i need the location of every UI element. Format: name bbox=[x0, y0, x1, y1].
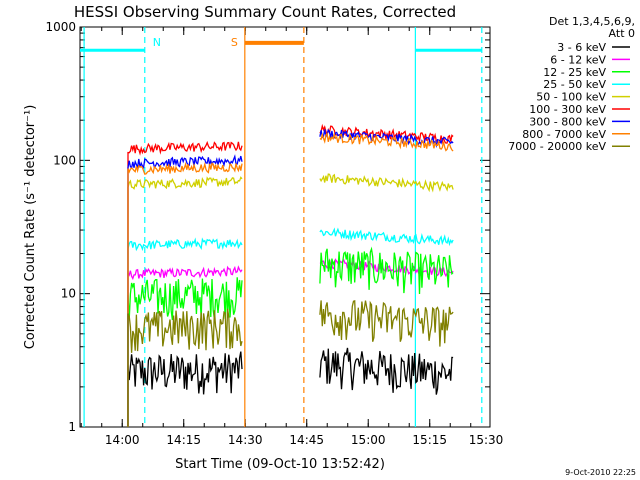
tick-labels: 14:00 14:15 14:30 14:45 15:00 15:15 15:30 1 10 10… bbox=[45, 20, 503, 447]
legend-entry-label: 7000 - 20000 keV bbox=[508, 140, 606, 153]
series-layer bbox=[127, 123, 454, 428]
series-line bbox=[127, 277, 243, 428]
legend-entry-label: 50 - 100 keV bbox=[536, 91, 606, 104]
series-line bbox=[127, 161, 243, 428]
y-tick-label: 1 bbox=[68, 420, 76, 434]
series-line bbox=[127, 265, 243, 428]
y-tick-label: 100 bbox=[53, 153, 76, 167]
plot-frame bbox=[79, 26, 491, 428]
series-line bbox=[127, 140, 243, 428]
legend-header-2: Att 0 bbox=[609, 27, 635, 40]
series-line bbox=[319, 246, 454, 295]
x-tick-label: 14:45 bbox=[289, 433, 324, 447]
legend-entry-label: 25 - 50 keV bbox=[543, 78, 606, 91]
series-line bbox=[319, 173, 454, 193]
legend-entry-label: 800 - 7000 keV bbox=[522, 128, 606, 141]
chart-title: HESSI Observing Summary Count Rates, Cor… bbox=[74, 3, 456, 21]
y-tick-label: 10 bbox=[61, 287, 76, 301]
legend-entry-label: 300 - 800 keV bbox=[529, 115, 606, 128]
series-line bbox=[127, 237, 243, 428]
legend-entry-label: 100 - 300 keV bbox=[529, 103, 606, 116]
footer-timestamp: 9-Oct-2010 22:25 bbox=[565, 468, 636, 477]
y-axis-label: Corrected Count Rate (s⁻¹ detector⁻¹) bbox=[23, 105, 38, 350]
tick-marks bbox=[80, 26, 490, 428]
series-line bbox=[319, 131, 454, 152]
series-line bbox=[319, 300, 454, 347]
legend-entry-label: 12 - 25 keV bbox=[543, 66, 606, 79]
x-tick-label: 15:00 bbox=[351, 433, 386, 447]
y-tick-label: 1000 bbox=[45, 20, 76, 34]
series-line bbox=[319, 347, 454, 395]
series-line bbox=[319, 227, 454, 247]
legend-entry-label: 6 - 12 keV bbox=[550, 53, 606, 66]
series-line bbox=[127, 351, 243, 428]
series-line bbox=[127, 176, 243, 428]
series-line bbox=[127, 308, 243, 428]
flag-label: N bbox=[153, 36, 161, 49]
flag-label: S bbox=[231, 36, 238, 49]
legend-entry-label: 3 - 6 keV bbox=[557, 41, 606, 54]
x-tick-label: 14:15 bbox=[166, 433, 201, 447]
x-axis-label: Start Time (09-Oct-10 13:52:42) bbox=[175, 457, 385, 472]
x-tick-label: 15:30 bbox=[469, 433, 504, 447]
legend-header-1: Det 1,3,4,5,6,9, bbox=[549, 15, 635, 28]
series-line bbox=[127, 154, 243, 428]
x-tick-label: 14:00 bbox=[105, 433, 140, 447]
x-tick-label: 15:15 bbox=[412, 433, 447, 447]
x-tick-label: 14:30 bbox=[228, 433, 263, 447]
